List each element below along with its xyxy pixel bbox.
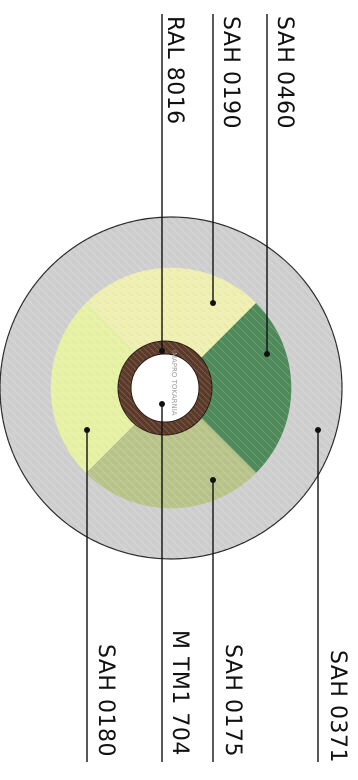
label-sah-0460: SAH 0460 — [272, 16, 297, 129]
label-sah-0180: SAH 0180 — [93, 644, 118, 757]
dot-sah-0371 — [315, 427, 321, 433]
label-mtm1-704: M TM1 704 — [167, 630, 192, 756]
label-sah-0175: SAH 0175 — [220, 644, 245, 757]
label-ral-8016: RAL 8016 — [162, 16, 187, 125]
dot-sah-0190 — [210, 300, 216, 306]
dot-sah-0175 — [210, 477, 216, 483]
dot-sah-0180 — [84, 427, 90, 433]
dot-ral-8016 — [159, 348, 165, 354]
watermark-text: iMAPRO TOKARNIA — [170, 350, 178, 416]
label-sah-0190: SAH 0190 — [218, 16, 243, 129]
dot-mtm1-704 — [159, 401, 165, 407]
dot-sah-0460 — [264, 351, 270, 357]
label-sah-0371: SAH 0371 — [325, 650, 350, 763]
center-hole — [130, 353, 200, 423]
